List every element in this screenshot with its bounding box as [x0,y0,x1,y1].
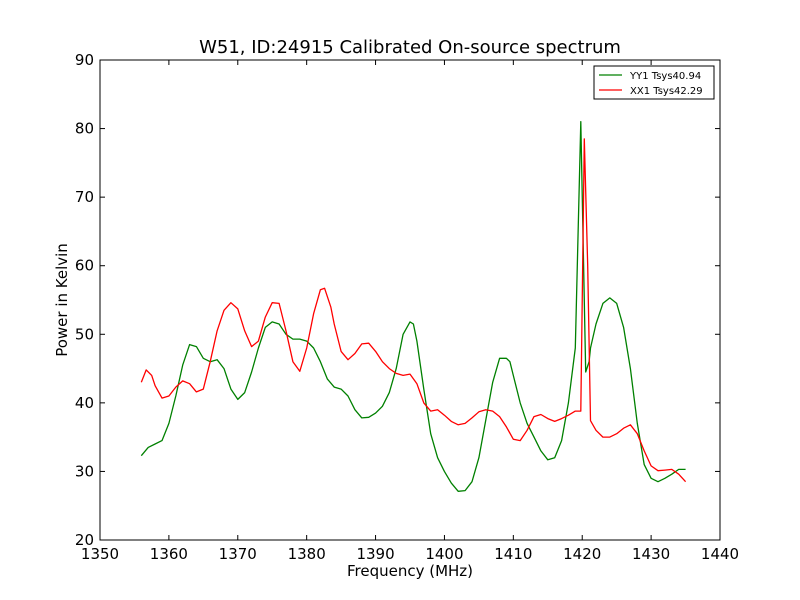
x-tick-label: 1370 [219,545,257,563]
y-tick-label: 60 [75,257,94,275]
legend-label: YY1 Tsys40.94 [629,71,701,82]
x-tick-label: 1410 [494,545,532,563]
x-tick-label: 1390 [356,545,394,563]
series-line-1 [140,121,686,492]
x-tick-label: 1420 [563,545,601,563]
legend: YY1 Tsys40.94 XX1 Tsys42.29 [593,65,715,100]
y-tick-label: 80 [75,120,94,138]
legend-label: XX1 Tsys42.29 [630,86,703,97]
x-axis: 1350 1360 1370 1380 1390 1400 1410 1420 1430 1440 [81,60,739,563]
plot-frame [99,59,721,541]
y-tick-label: 90 [75,51,94,69]
x-axis-label: Frequency (MHz) [347,562,473,580]
x-tick-label: 1400 [425,545,463,563]
y-axis: 20 30 40 50 60 70 80 90 [75,51,720,549]
plot-lines [140,121,687,492]
y-axis-label: Power in Kelvin [53,243,71,357]
x-tick-label: 1430 [632,545,670,563]
series-line-2 [140,138,687,483]
legend-box [593,65,715,100]
y-tick-label: 50 [75,325,94,343]
y-tick-label: 40 [75,394,94,412]
y-tick-label: 70 [75,188,94,206]
y-tick-label: 20 [75,531,94,549]
x-tick-label: 1380 [288,545,326,563]
x-tick-label: 1350 [81,545,119,563]
y-tick-label: 30 [75,462,94,480]
x-tick-label: 1440 [701,545,739,563]
x-tick-label: 1360 [150,545,188,563]
chart-title: W51, ID:24915 Calibrated On-source spect… [199,37,621,58]
